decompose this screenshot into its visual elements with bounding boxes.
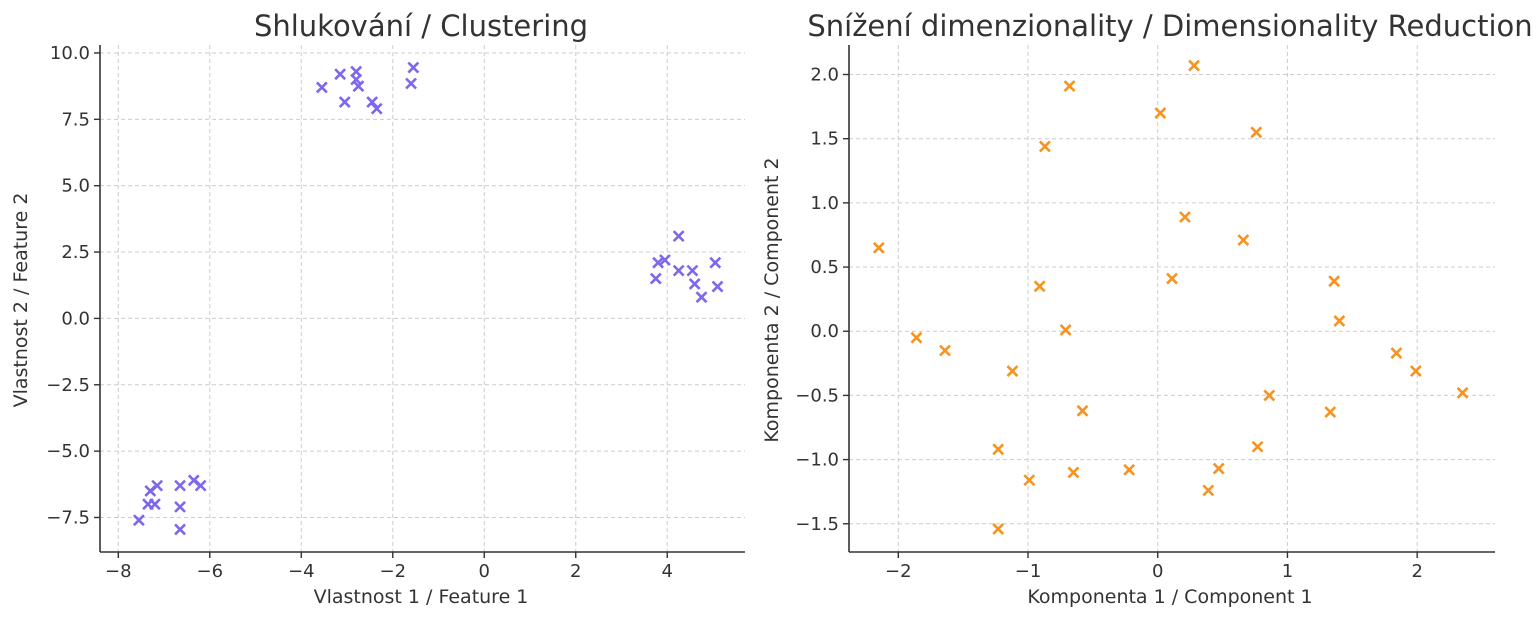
dimensionality-reduction-data-point <box>1409 365 1422 377</box>
dimensionality-reduction-y-tick-label: −1.5 <box>795 514 839 535</box>
dimensionality-reduction-y-tick-label: 0.0 <box>810 321 839 342</box>
dimensionality-reduction-y-tick-label: 1.5 <box>810 129 839 150</box>
dimensionality-reduction-x-tick-label: 2 <box>1411 561 1422 582</box>
dimensionality-reduction-chart: Snížení dimenzionality / Dimensionality … <box>761 9 1533 608</box>
clustering-data-point <box>711 280 724 293</box>
dimensionality-reduction-y-tick-label: 2.0 <box>810 65 839 86</box>
clustering-data-point <box>132 514 145 527</box>
dimensionality-reduction-x-tick-label: 0 <box>1152 561 1163 582</box>
clustering-chart: Shlukování / Clustering −8 −6 −4 −2 0 2 4−7.5−… <box>10 9 745 608</box>
clustering-y-tick-label: 10.0 <box>50 43 90 64</box>
dimensionality-reduction-data-point <box>1006 365 1019 377</box>
dimensionality-reduction-plot-area: −2 −1 0 1 2 −1.5 −1.0 −0.5 0.0 0.5 1.0 1.5 2.0 <box>795 45 1495 582</box>
dimensionality-reduction-x-axis-label: Komponenta 1 / Component 1 <box>1027 586 1312 608</box>
clustering-data-point <box>649 272 662 285</box>
dimensionality-reduction-data-point <box>1023 474 1036 487</box>
clustering-data-point <box>659 254 671 266</box>
dimensionality-reduction-data-point <box>1212 462 1225 475</box>
dimensionality-reduction-data-point <box>992 443 1005 456</box>
clustering-y-tick-label: 2.5 <box>61 242 90 263</box>
clustering-data-point <box>695 291 708 304</box>
dimensionality-reduction-data-point <box>1333 315 1346 327</box>
clustering-data-point <box>370 102 383 115</box>
dimensionality-reduction-data-point <box>1033 280 1046 293</box>
clustering-data-point <box>352 80 365 93</box>
clustering-data-point <box>686 264 699 277</box>
dimensionality-reduction-data-point <box>1251 440 1264 453</box>
clustering-y-tick-label: −7.5 <box>46 507 90 528</box>
dimensionality-reduction-data-point <box>1237 234 1250 247</box>
clustering-data-point <box>350 73 363 86</box>
dimensionality-reduction-y-tick-label: 1.0 <box>810 193 839 214</box>
clustering-x-tick-label: 4 <box>662 561 673 582</box>
dimensionality-reduction-data-point <box>992 522 1005 535</box>
clustering-data-point <box>148 498 161 511</box>
clustering-y-tick-label: −5.0 <box>46 441 90 462</box>
dimensionality-reduction-y-tick-label: −1.0 <box>795 450 839 471</box>
dimensionality-reduction-data-point <box>939 344 951 357</box>
dimensionality-reduction-chart-title: Snížení dimenzionality / Dimensionality … <box>807 9 1532 43</box>
clustering-x-tick-label: 2 <box>570 561 581 582</box>
clustering-data-point <box>334 68 347 81</box>
clustering-data-point <box>407 61 420 74</box>
dimensionality-reduction-data-point <box>1063 80 1076 92</box>
dimensionality-reduction-data-point <box>1166 272 1178 285</box>
dimensionality-reduction-x-tick-label: 1 <box>1282 561 1293 582</box>
dimensionality-reduction-data-point <box>1076 404 1089 417</box>
clustering-data-point <box>672 230 685 243</box>
dimensionality-reduction-data-point <box>1324 406 1337 419</box>
clustering-plot-area: −8 −6 −4 −2 0 2 4 −7.5 −5.0 −2.5 0.0 2.5 5.0 7.5 10.0 <box>46 43 745 582</box>
clustering-data-point <box>174 479 186 492</box>
dimensionality-reduction-data-point <box>1123 463 1136 476</box>
clustering-y-tick-label: 5.0 <box>61 176 90 197</box>
clustering-data-point <box>194 479 207 492</box>
dimensionality-reduction-data-point <box>1188 59 1200 72</box>
clustering-x-axis-label: Vlastnost 1 / Feature 1 <box>314 586 529 608</box>
clustering-x-tick-label: −4 <box>288 561 315 582</box>
clustering-chart-title: Shlukování / Clustering <box>254 9 588 43</box>
clustering-data-point <box>709 256 722 269</box>
clustering-x-tick-label: −8 <box>105 561 132 582</box>
dimensionality-reduction-data-point <box>1179 211 1191 223</box>
clustering-data-point <box>174 500 186 513</box>
dimensionality-reduction-data-point <box>872 241 885 254</box>
clustering-data-point <box>405 77 417 90</box>
dimensionality-reduction-y-tick-label: 0.5 <box>810 257 839 278</box>
dimensionality-reduction-data-point <box>1328 275 1341 288</box>
dimensionality-reduction-data-point <box>1250 126 1263 139</box>
clustering-data-point <box>366 96 379 108</box>
clustering-y-tick-label: 0.0 <box>61 308 90 329</box>
dimensionality-reduction-data-point <box>1202 484 1215 497</box>
clustering-data-point <box>672 264 685 277</box>
clustering-y-tick-label: 7.5 <box>61 109 90 130</box>
clustering-data-point <box>151 479 164 492</box>
dimensionality-reduction-data-point <box>1154 107 1167 119</box>
clustering-data-point <box>652 256 665 269</box>
clustering-y-axis-label: Vlastnost 2 / Feature 2 <box>10 193 32 408</box>
clustering-x-tick-label: −2 <box>379 561 406 582</box>
dimensionality-reduction-data-point <box>1263 389 1276 402</box>
dimensionality-reduction-y-tick-label: −0.5 <box>795 385 839 406</box>
clustering-data-point <box>338 96 351 108</box>
clustering-data-point <box>315 81 328 94</box>
dimensionality-reduction-x-tick-label: −1 <box>1015 561 1042 582</box>
clustering-x-tick-label: 0 <box>479 561 490 582</box>
clustering-x-tick-label: −6 <box>197 561 224 582</box>
dimensionality-reduction-data-point <box>1038 140 1051 153</box>
dimensionality-reduction-data-point <box>1390 347 1403 359</box>
dimensionality-reduction-data-point <box>1059 324 1072 336</box>
dimensionality-reduction-y-axis-label: Komponenta 2 / Component 2 <box>761 157 783 442</box>
dimensionality-reduction-data-point <box>910 331 923 344</box>
dimensionality-reduction-data-point <box>1067 466 1080 479</box>
dimensionality-reduction-x-tick-label: −2 <box>885 561 912 582</box>
clustering-data-point <box>688 277 701 290</box>
clustering-y-tick-label: −2.5 <box>46 375 90 396</box>
dimensionality-reduction-data-point <box>1456 386 1469 399</box>
clustering-data-point <box>174 523 186 536</box>
